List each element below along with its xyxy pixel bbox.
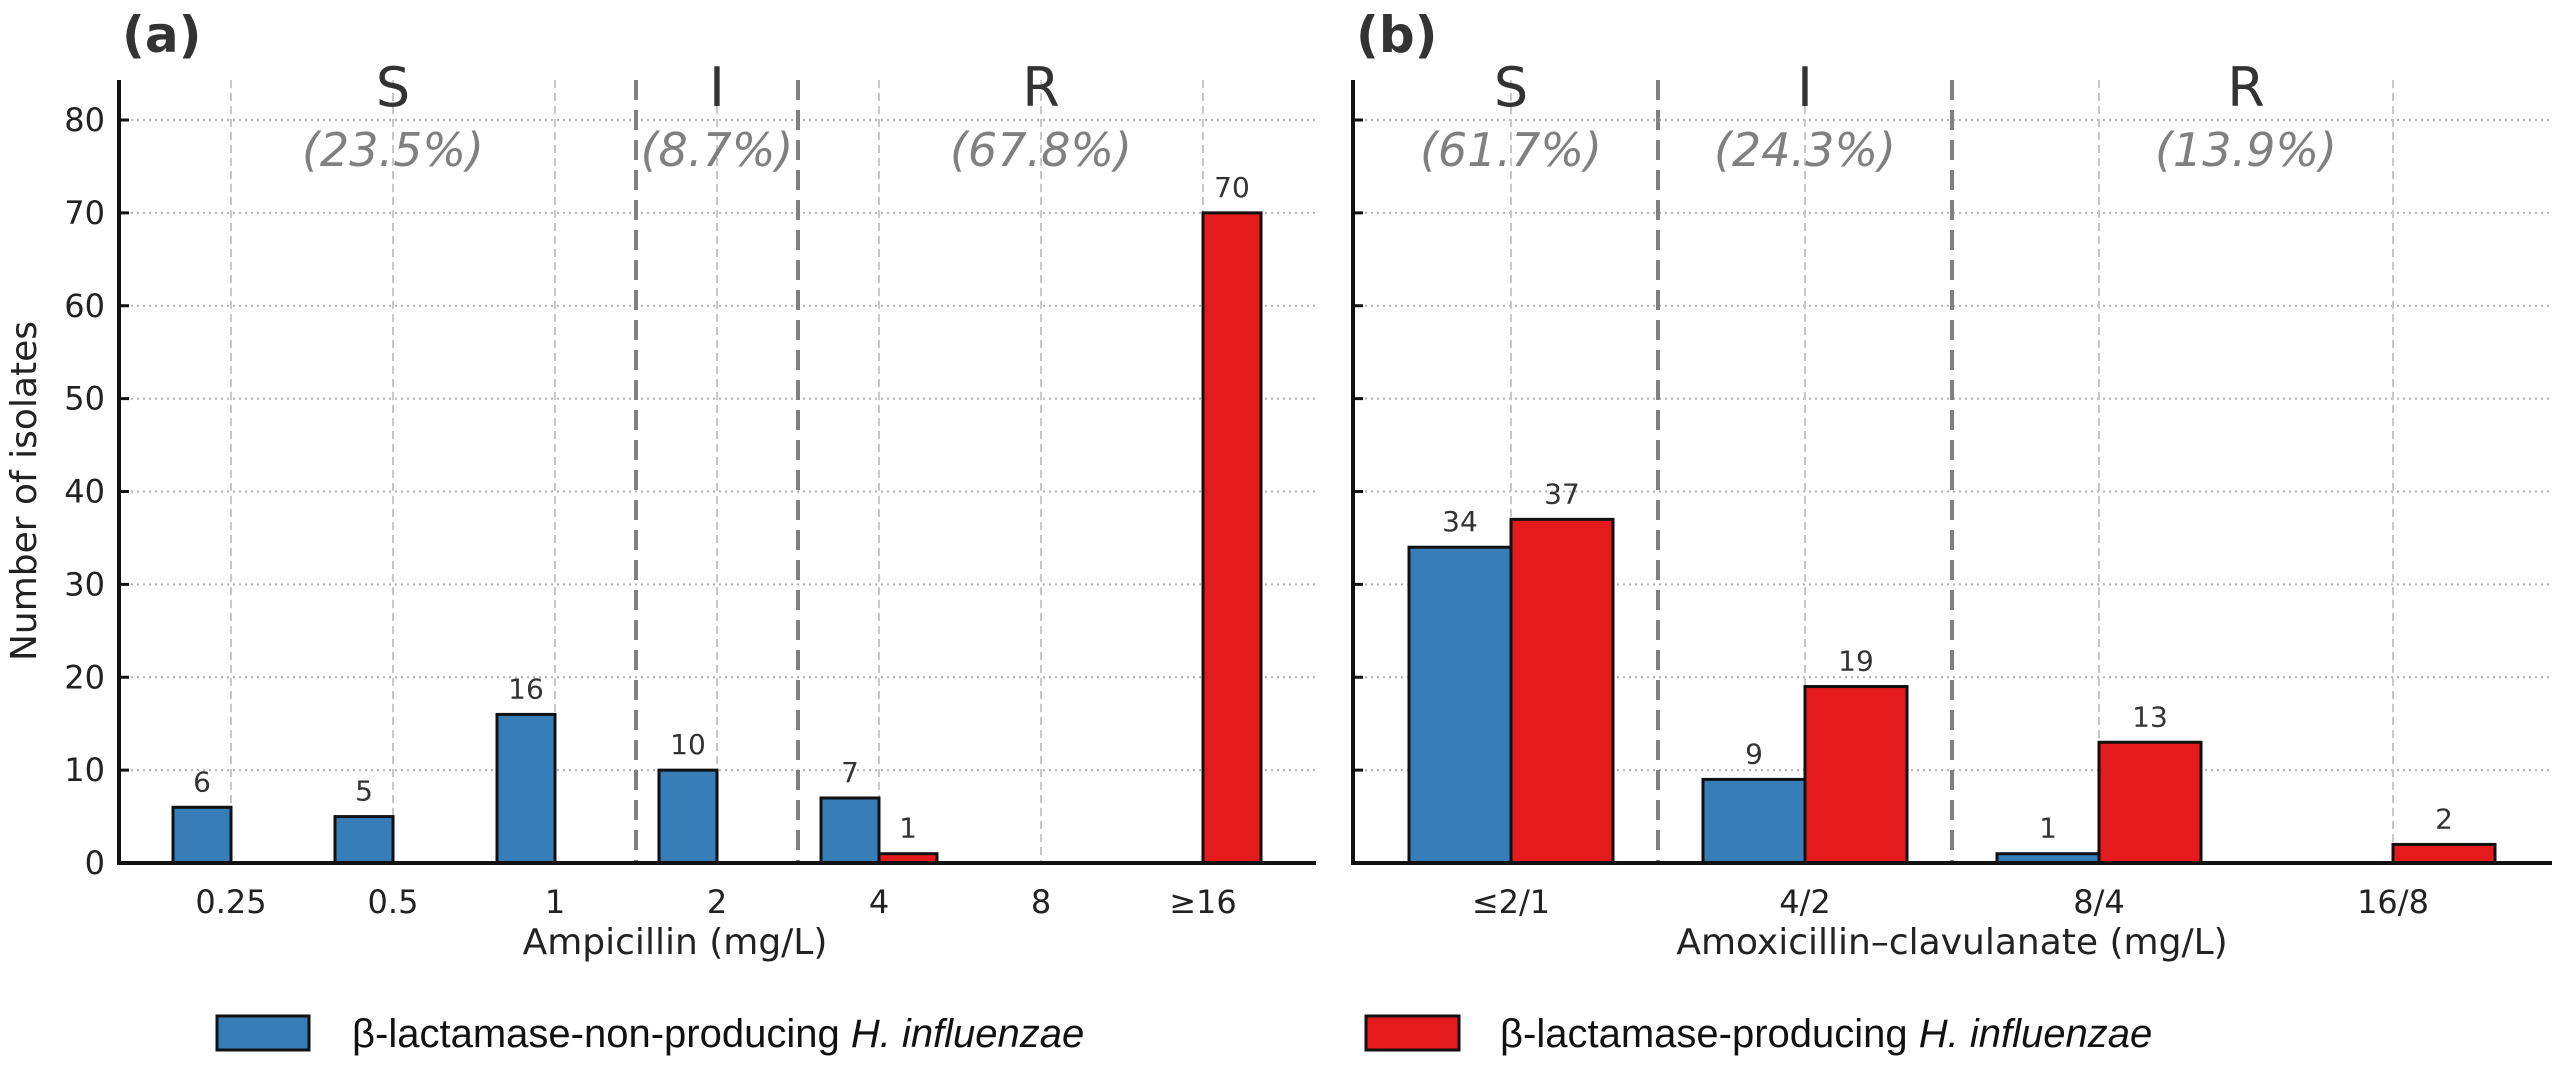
bar-non-producing <box>495 712 557 865</box>
panel-a-grid <box>119 80 1316 863</box>
legend-swatch-blue <box>215 1014 311 1052</box>
panel-b-amoxicillin-clavulanate: (b) 34 9 1 37 19 13 2 ≤2/1 4/2 8/4 16/8 S(61.7%) I… <box>1351 6 2552 963</box>
bar-non-producing <box>1701 777 1807 865</box>
bar-non-producing <box>657 768 719 865</box>
bar-value-label: 16 <box>508 672 544 705</box>
y-tick-label: 40 <box>64 473 105 511</box>
bar-non-producing <box>1407 545 1513 865</box>
y-tick-label: 10 <box>64 751 105 789</box>
panel-a-x-axis-label: Ampicillin (mg/L) <box>523 922 828 963</box>
bar-value-label: 9 <box>1745 737 1763 770</box>
bar-value-label: 34 <box>1442 505 1478 538</box>
interpretive-category-R: R <box>2227 56 2265 119</box>
x-tick-label: 0.5 <box>368 883 419 921</box>
legend-label-non-producing: β-lactamase-non-producing H. influenzae <box>352 1012 1084 1056</box>
interpretive-category-S: S <box>376 56 410 119</box>
x-tick-label: 0.25 <box>195 883 266 921</box>
legend-label-prefix: β-lactamase-producing <box>1500 1012 1919 1056</box>
legend-label-species: H. influenzae <box>851 1012 1084 1056</box>
legend-label-prefix: β-lactamase-non-producing <box>352 1012 851 1056</box>
x-tick-label: ≥16 <box>1169 883 1237 921</box>
bar-producing <box>1201 211 1263 865</box>
y-tick-label: 50 <box>64 380 105 418</box>
panel-b-bars: 34 9 1 37 19 13 2 <box>1407 477 2497 865</box>
interpretive-percent-I: (24.3%) <box>1714 123 1896 177</box>
bar-value-label: 13 <box>2132 700 2168 733</box>
bar-value-label: 19 <box>1838 645 1874 678</box>
interpretive-category-I: I <box>709 56 725 119</box>
y-tick-label: 0 <box>85 844 105 882</box>
x-tick-label: 4 <box>869 883 889 921</box>
legend-label-species: H. influenzae <box>1919 1012 2152 1056</box>
panel-b-axes <box>1351 80 2552 865</box>
y-tick-label: 30 <box>64 565 105 603</box>
x-tick-label: 1 <box>545 883 565 921</box>
interpretive-percent-S: (23.5%) <box>302 123 484 177</box>
bar-value-label: 1 <box>2039 812 2057 845</box>
panel-a-tick-labels: 0 10 20 30 40 50 60 70 80 0.25 0.5 1 2 4 8 ≥16 <box>64 101 1236 921</box>
legend-swatch-red <box>1364 1014 1461 1052</box>
x-tick-label: 16/8 <box>2357 883 2429 921</box>
interpretive-percent-R: (13.9%) <box>2155 123 2337 177</box>
x-tick-label: 8/4 <box>2073 883 2125 921</box>
legend-label-producing: β-lactamase-producing H. influenzae <box>1500 1012 2152 1056</box>
x-tick-label: 8 <box>1031 883 1051 921</box>
panel-a-ampicillin: (a) 6 5 16 10 7 1 70 0 10 20 30 40 50 60 70 80 0.25 0.5 1… <box>4 6 1316 963</box>
x-tick-label: 2 <box>707 883 727 921</box>
bar-producing <box>2391 842 2497 865</box>
bar-value-label: 10 <box>670 728 706 761</box>
interpretive-category-S: S <box>1494 56 1528 119</box>
x-tick-label: ≤2/1 <box>1472 883 1550 921</box>
bar-value-label: 1 <box>899 812 917 845</box>
interpretive-percent-S: (61.7%) <box>1420 123 1602 177</box>
interpretive-percent-I: (8.7%) <box>641 123 794 177</box>
bar-value-label: 6 <box>193 765 211 798</box>
panel-b-x-axis-label: Amoxicillin–clavulanate (mg/L) <box>1676 922 2227 963</box>
bar-value-label: 37 <box>1544 477 1580 510</box>
bar-value-label: 7 <box>841 756 859 789</box>
bar-producing <box>1803 685 1909 865</box>
bar-non-producing <box>171 805 233 865</box>
y-tick-label: 70 <box>64 194 105 232</box>
interpretive-percent-R: (67.8%) <box>950 123 1132 177</box>
bar-value-label: 70 <box>1214 171 1250 204</box>
bar-non-producing <box>333 815 395 865</box>
panel-b-interpretive-labels: S(61.7%) I(24.3%) R(13.9%) <box>1420 56 2337 177</box>
panel-b-label: (b) <box>1356 6 1438 64</box>
y-tick-label: 20 <box>64 658 105 696</box>
panel-a-bars: 6 5 16 10 7 1 70 <box>171 171 1263 865</box>
panel-a-interpretive-labels: S(23.5%) I(8.7%) R(67.8%) <box>302 56 1132 177</box>
bar-non-producing <box>819 796 881 865</box>
y-tick-label: 80 <box>64 101 105 139</box>
interpretive-category-I: I <box>1797 56 1813 119</box>
x-tick-label: 4/2 <box>1779 883 1831 921</box>
y-tick-label: 60 <box>64 287 105 325</box>
bar-value-label: 2 <box>2435 802 2453 835</box>
y-axis-label: Number of isolates <box>4 321 45 661</box>
panel-a-label: (a) <box>122 6 201 64</box>
legend-item-producing: β-lactamase-producing H. influenzae <box>1364 1012 2152 1056</box>
bar-producing <box>1509 517 1615 865</box>
panel-b-tick-labels: ≤2/1 4/2 8/4 16/8 <box>1472 883 2429 921</box>
panel-a-axes <box>117 80 1316 865</box>
interpretive-category-R: R <box>1022 56 1060 119</box>
legend: β-lactamase-non-producing H. influenzae … <box>215 1012 2152 1056</box>
legend-item-non-producing: β-lactamase-non-producing H. influenzae <box>215 1012 1084 1056</box>
bar-value-label: 5 <box>355 775 373 808</box>
bar-producing <box>2097 740 2203 865</box>
